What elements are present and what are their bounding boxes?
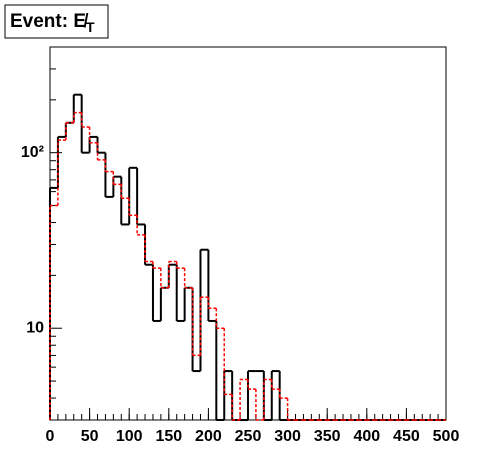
x-tick-label: 100 — [116, 428, 143, 445]
chart-title: Event: E̸T — [10, 11, 95, 35]
y-tick-label: 10² — [21, 144, 44, 161]
x-tick-label: 0 — [46, 428, 55, 445]
x-tick-label: 200 — [195, 428, 222, 445]
x-tick-label: 50 — [81, 428, 99, 445]
x-tick-label: 400 — [353, 428, 380, 445]
y-tick-label: 10 — [26, 319, 44, 336]
chart-title-main: Event: E̸ — [10, 11, 89, 32]
title-box — [4, 4, 109, 39]
x-tick-label: 150 — [155, 428, 182, 445]
x-tick-label: 450 — [393, 428, 420, 445]
chart-title-sub: T — [86, 19, 95, 35]
x-tick-label: 500 — [433, 428, 460, 445]
x-tick-label: 300 — [274, 428, 301, 445]
x-tick-label: 250 — [235, 428, 262, 445]
x-tick-label: 350 — [314, 428, 341, 445]
